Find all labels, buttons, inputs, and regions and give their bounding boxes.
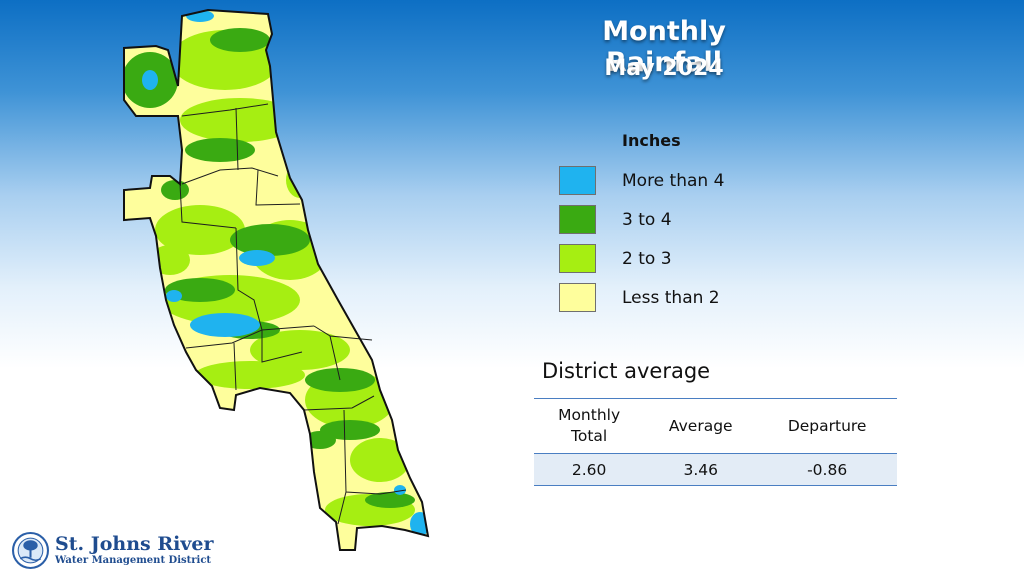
- legend-label: 3 to 4: [622, 209, 672, 230]
- district-average-table: Monthly Total Average Departure 2.60 3.4…: [534, 398, 897, 486]
- average-value: 3.46: [644, 453, 758, 486]
- map-title: Monthly Rainfall: [602, 16, 726, 78]
- column-header-monthly-total: Monthly Total: [534, 399, 644, 454]
- table-header-row: Monthly Total Average Departure: [534, 399, 897, 454]
- departure-value: -0.86: [757, 453, 897, 486]
- legend-item-3-to-4: 3 to 4: [559, 204, 672, 235]
- legend-label: Less than 2: [622, 287, 720, 308]
- county-lines: [179, 103, 407, 525]
- district-logo: St. Johns River Water Management Distric…: [12, 532, 213, 569]
- legend-item-less-than-2: Less than 2: [559, 282, 720, 313]
- legend-swatch: [559, 283, 596, 312]
- legend-swatch: [559, 166, 596, 195]
- district-average-heading: District average: [542, 359, 711, 383]
- district-boundary: [123, 8, 430, 551]
- legend-swatch: [559, 205, 596, 234]
- legend-item-more-than-4: More than 4: [559, 165, 724, 196]
- column-header-average: Average: [668, 416, 733, 435]
- legend-heading: Inches: [622, 131, 681, 150]
- rainfall-zones: [124, 10, 428, 550]
- table-row: 2.60 3.46 -0.86: [534, 453, 897, 486]
- monthly-total-value: 2.60: [534, 453, 645, 486]
- legend-label: 2 to 3: [622, 248, 672, 269]
- column-header-departure: Departure: [787, 416, 867, 435]
- logo-subtitle: Water Management District: [55, 555, 212, 566]
- map-subtitle: May 2024: [604, 56, 724, 81]
- logo-name: St. Johns River: [55, 533, 214, 555]
- legend-swatch: [559, 244, 596, 273]
- legend-item-2-to-3: 2 to 3: [559, 243, 672, 274]
- rainfall-map: [123, 8, 430, 551]
- column-header-monthly-line1: Monthly: [558, 406, 621, 424]
- legend-label: More than 4: [622, 170, 725, 191]
- column-header-monthly-line2: Total: [571, 427, 608, 445]
- district-seal-icon: [12, 532, 49, 569]
